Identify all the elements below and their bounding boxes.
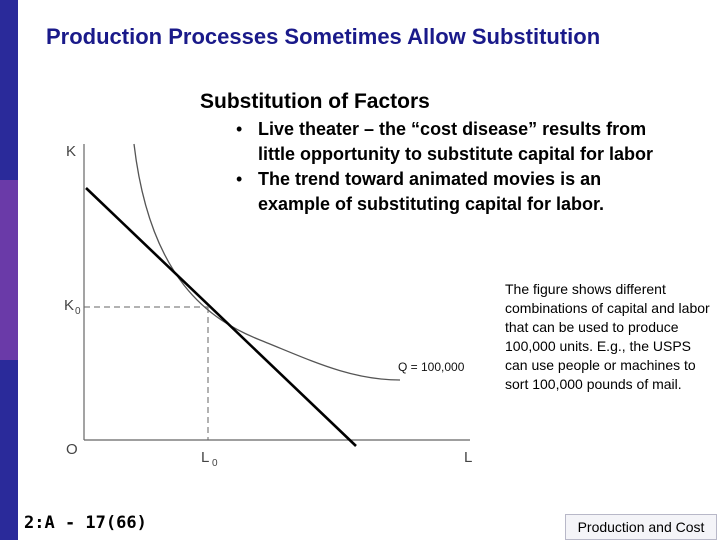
- slide-title: Production Processes Sometimes Allow Sub…: [46, 24, 601, 49]
- origin-label: O: [66, 441, 78, 458]
- isoquant-curve: [133, 143, 401, 381]
- sidebar-bottom-band: [0, 360, 18, 540]
- k0-label: K: [64, 297, 74, 314]
- bullet-item: • Live theater – the “cost disease” resu…: [236, 117, 666, 167]
- k0-label-subscript: 0: [75, 306, 81, 317]
- figure-note: The figure shows different combinations …: [505, 281, 710, 392]
- isoquant-diagram: K L O K 0 L 0 Q = 100,000: [64, 143, 472, 469]
- l0-label-subscript: 0: [212, 458, 218, 469]
- bullet-dot-icon: •: [236, 169, 243, 189]
- l0-label: L: [201, 449, 209, 466]
- bullet-list: • Live theater – the “cost disease” resu…: [236, 117, 666, 217]
- y-axis-label: K: [66, 143, 76, 160]
- sidebar-top-band: [0, 0, 18, 180]
- isocost-line: [85, 187, 357, 447]
- bullet-text: The trend toward animated movies is an e…: [258, 169, 605, 214]
- sidebar-middle-band: [0, 180, 18, 360]
- bullet-dot-icon: •: [236, 119, 243, 139]
- isoquant-label: Q = 100,000: [398, 360, 465, 374]
- bullet-text: Live theater – the “cost disease” result…: [258, 119, 653, 164]
- slide-number: 2:A - 17(66): [24, 513, 147, 533]
- chapter-label: Production and Cost: [565, 514, 717, 540]
- bullet-item: • The trend toward animated movies is an…: [236, 167, 666, 217]
- slide-subtitle: Substitution of Factors: [200, 90, 430, 113]
- x-axis-label: L: [464, 449, 472, 466]
